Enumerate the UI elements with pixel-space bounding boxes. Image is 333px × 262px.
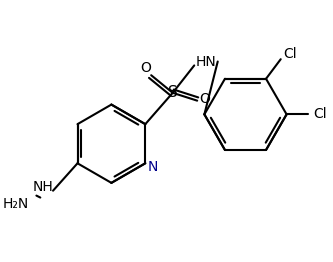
- Text: S: S: [168, 85, 177, 100]
- Text: O: O: [140, 61, 151, 75]
- Text: H₂N: H₂N: [3, 197, 29, 211]
- Text: N: N: [148, 160, 158, 174]
- Text: NH: NH: [33, 180, 54, 194]
- Text: O: O: [199, 92, 210, 106]
- Text: Cl: Cl: [313, 107, 327, 121]
- Text: HN: HN: [195, 54, 216, 68]
- Text: Cl: Cl: [284, 47, 297, 61]
